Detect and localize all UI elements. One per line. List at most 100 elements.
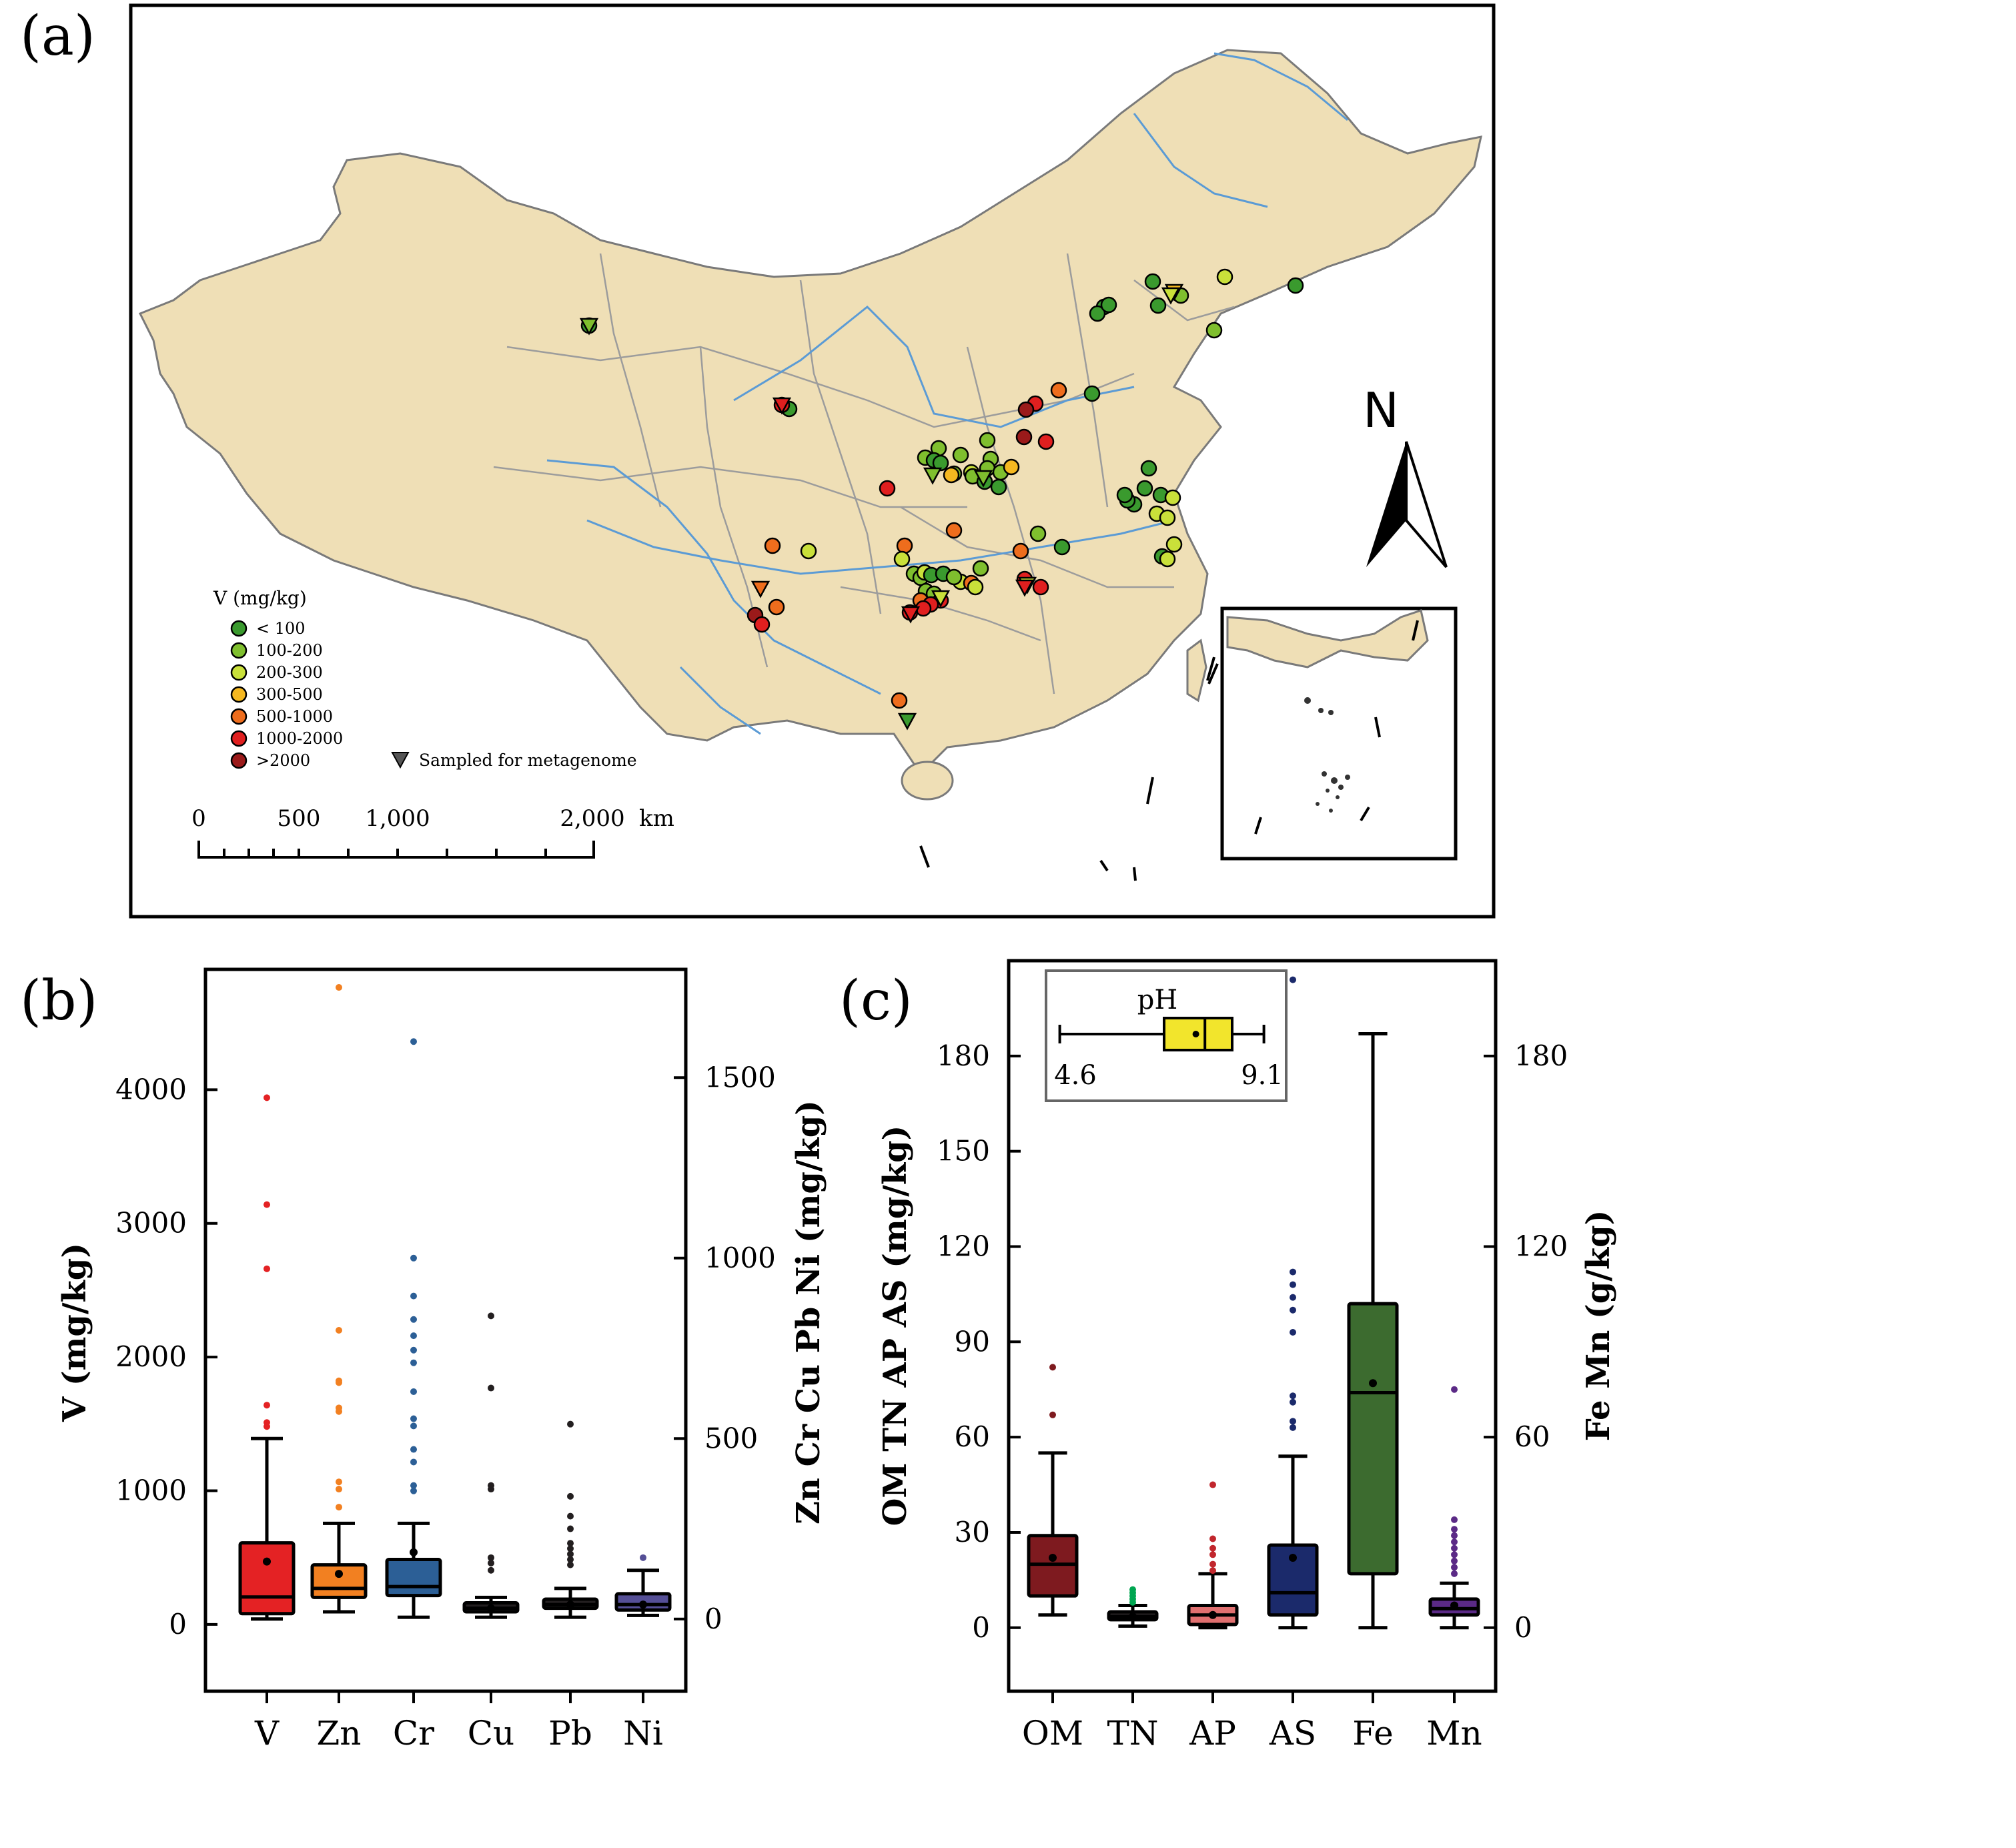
- sample-point: [879, 480, 896, 497]
- outlier-point: [410, 1487, 417, 1494]
- outlier-point: [410, 1482, 417, 1489]
- panel-b-label: (b): [20, 969, 97, 1033]
- outlier-point: [488, 1384, 494, 1392]
- outlier-point: [488, 1312, 494, 1320]
- outlier-point: [1451, 1386, 1458, 1393]
- mean-marker: [1450, 1601, 1458, 1610]
- outlier-point: [410, 1458, 417, 1466]
- y2-tick-label: 0: [1514, 1611, 1532, 1644]
- sample-point: [932, 454, 949, 472]
- sample-point: [943, 466, 960, 484]
- metagenome-sample-marker: [897, 713, 917, 731]
- chart-b-ylabel: V (mg/kg): [56, 1243, 93, 1422]
- outlier-point: [1290, 1329, 1296, 1336]
- outlier-point: [1451, 1532, 1458, 1539]
- legend-label-5: 1000-2000: [256, 729, 343, 748]
- outlier-point: [1290, 1418, 1296, 1425]
- outlier-point: [336, 1504, 342, 1511]
- metagenome-sample-marker: [1161, 287, 1181, 305]
- sample-point: [1032, 578, 1049, 596]
- sample-point: [768, 598, 785, 616]
- outlier-point: [567, 1492, 574, 1500]
- panel-c: (c) 0 30 60 90 120 150 180 0 60 120 180 OM TN AP AS Fe M…: [839, 959, 1617, 1753]
- metagenome-sample-marker: [750, 580, 771, 598]
- legend-swatch-1: [230, 642, 247, 659]
- box-v: [238, 1541, 296, 1616]
- outlier-point: [410, 1359, 417, 1366]
- legend-label-0: < 100: [256, 619, 306, 638]
- outlier-point: [567, 1545, 574, 1552]
- outlier-point: [1209, 1535, 1216, 1542]
- sample-point: [945, 522, 963, 539]
- sample-point: [1089, 305, 1106, 322]
- outlier-point: [264, 1265, 270, 1272]
- sample-point: [800, 542, 817, 560]
- ph-mean: [1192, 1031, 1199, 1037]
- outlier-point: [410, 1346, 417, 1354]
- outlier-point: [264, 1419, 270, 1426]
- sample-point: [1037, 433, 1055, 450]
- x-tick-label: Cu: [468, 1714, 514, 1753]
- outlier-point: [567, 1556, 574, 1563]
- y-tick-label: 150: [937, 1135, 990, 1168]
- outlier-point: [336, 1478, 342, 1486]
- outlier-point: [1290, 1398, 1296, 1406]
- chart-b-plot: 0 1000 2000 3000 4000 0 500 1000 1500 V Zn Cr Cu Pb Ni: [115, 984, 776, 1753]
- x-tick-label: Fe: [1352, 1714, 1394, 1753]
- sample-points: [579, 268, 1304, 731]
- metagenome-sample-marker: [579, 318, 599, 336]
- y-tick-label: 2000: [115, 1340, 187, 1373]
- outlier-point: [1290, 1306, 1296, 1314]
- sample-point: [945, 568, 963, 586]
- inset-dash-boundary: [1207, 620, 1419, 835]
- outlier-point: [1209, 1481, 1216, 1488]
- outlier-point: [410, 1415, 417, 1422]
- mean-marker: [335, 1570, 343, 1578]
- chart-b-ylabel2: Zn Cr Cu Pb Ni (mg/kg): [790, 1100, 827, 1524]
- scale-tick-500: 500: [278, 805, 321, 832]
- sample-point: [990, 478, 1007, 496]
- sample-point: [764, 537, 781, 554]
- scale-unit: km: [639, 805, 674, 832]
- panel-c-label: (c): [839, 969, 913, 1033]
- sample-point: [1116, 486, 1133, 504]
- south-sea-dashes: [919, 656, 1215, 881]
- sample-point: [1159, 550, 1176, 568]
- outlier-point: [1451, 1516, 1458, 1523]
- y-tick-label: 30: [955, 1516, 990, 1548]
- outlier-point: [410, 1332, 417, 1340]
- sample-point: [1164, 489, 1181, 506]
- sample-point: [952, 446, 969, 464]
- x-tick-label: V: [254, 1714, 280, 1753]
- legend-swatch-2: [230, 664, 247, 681]
- sample-point: [1012, 542, 1029, 560]
- y2-tick-label: 0: [704, 1602, 722, 1635]
- taiwan-island: [1186, 638, 1207, 703]
- outlier-point: [1049, 1364, 1056, 1371]
- ph-inset-max: 9.1: [1241, 1060, 1284, 1091]
- outlier-point: [567, 1540, 574, 1547]
- legend-swatch-4: [230, 708, 247, 725]
- x-tick-label: AP: [1189, 1714, 1236, 1753]
- metagenome-legend-label: Sampled for metagenome: [419, 751, 637, 770]
- scale-tick-0: 0: [191, 805, 206, 832]
- hainan-island: [901, 761, 954, 801]
- outlier-point: [567, 1512, 574, 1520]
- outlier-point: [567, 1561, 574, 1568]
- sample-point: [972, 560, 989, 577]
- legend-swatch-6: [230, 752, 247, 769]
- panel-a: (a): [20, 3, 1496, 919]
- outlier-point: [567, 1550, 574, 1558]
- y-tick-label: 120: [937, 1230, 990, 1262]
- outlier-point: [1451, 1544, 1458, 1552]
- y-tick-label: 1000: [115, 1474, 187, 1506]
- mean-marker: [1209, 1610, 1217, 1619]
- outlier-point: [1129, 1586, 1136, 1593]
- sample-point: [1015, 428, 1033, 446]
- mean-marker: [639, 1600, 647, 1609]
- mean-marker: [566, 1600, 574, 1609]
- chart-c-plot: 0 30 60 90 120 150 180 0 60 120 180 OM TN AP AS Fe Mn: [937, 976, 1568, 1753]
- y2-tick-label: 60: [1514, 1420, 1550, 1453]
- metagenome-sample-marker: [973, 470, 993, 488]
- outlier-point: [410, 1388, 417, 1395]
